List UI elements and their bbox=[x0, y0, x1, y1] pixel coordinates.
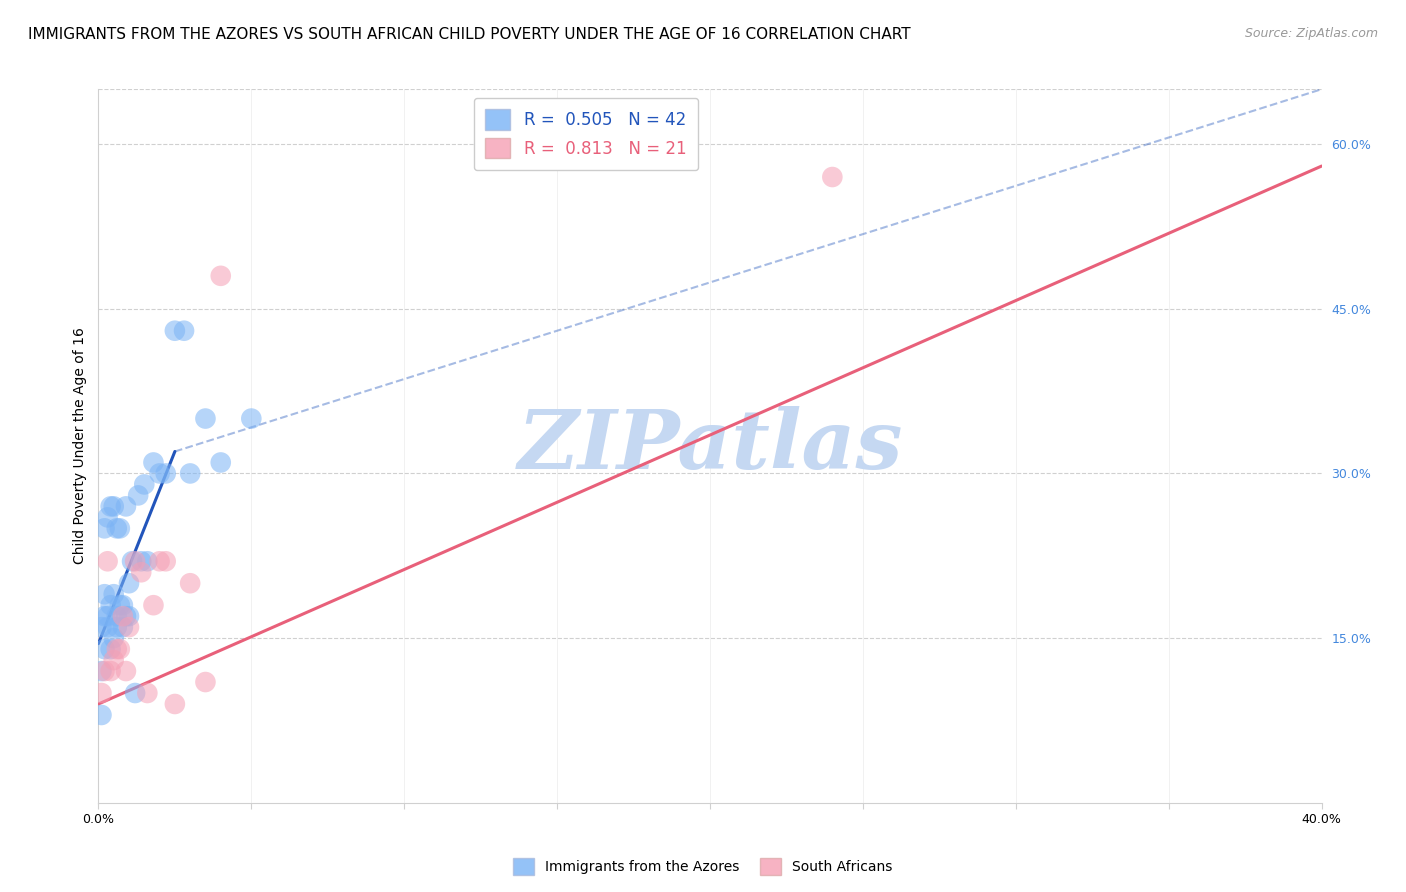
Point bbox=[103, 500, 125, 514]
Point bbox=[105, 642, 128, 657]
Point bbox=[90, 708, 112, 723]
Point bbox=[821, 169, 844, 184]
Point bbox=[93, 642, 115, 657]
Point bbox=[115, 609, 138, 624]
Point bbox=[129, 554, 152, 568]
Point bbox=[111, 598, 134, 612]
Point bbox=[105, 609, 128, 624]
Point bbox=[124, 554, 146, 568]
Point bbox=[194, 411, 217, 425]
Point bbox=[179, 467, 201, 481]
Text: Source: ZipAtlas.com: Source: ZipAtlas.com bbox=[1244, 27, 1378, 40]
Point bbox=[93, 609, 115, 624]
Point bbox=[179, 576, 201, 591]
Point bbox=[93, 521, 115, 535]
Legend: Immigrants from the Azores, South Africans: Immigrants from the Azores, South Africa… bbox=[508, 853, 898, 880]
Point bbox=[108, 598, 131, 612]
Point bbox=[149, 554, 172, 568]
Point bbox=[115, 500, 138, 514]
Text: IMMIGRANTS FROM THE AZORES VS SOUTH AFRICAN CHILD POVERTY UNDER THE AGE OF 16 CO: IMMIGRANTS FROM THE AZORES VS SOUTH AFRI… bbox=[28, 27, 911, 42]
Point bbox=[118, 609, 141, 624]
Point bbox=[93, 664, 115, 678]
Text: ZIPatlas: ZIPatlas bbox=[517, 406, 903, 486]
Point bbox=[173, 324, 195, 338]
Point bbox=[108, 642, 131, 657]
Point bbox=[136, 554, 159, 568]
Point bbox=[163, 324, 186, 338]
Point bbox=[103, 653, 125, 667]
Y-axis label: Child Poverty Under the Age of 16: Child Poverty Under the Age of 16 bbox=[73, 327, 87, 565]
Point bbox=[97, 609, 120, 624]
Point bbox=[100, 598, 122, 612]
Point bbox=[103, 587, 125, 601]
Point bbox=[111, 609, 134, 624]
Point bbox=[194, 675, 217, 690]
Point bbox=[90, 664, 112, 678]
Point bbox=[209, 268, 232, 283]
Point bbox=[93, 587, 115, 601]
Point bbox=[90, 620, 112, 634]
Point bbox=[118, 576, 141, 591]
Point bbox=[100, 500, 122, 514]
Point bbox=[121, 554, 143, 568]
Point bbox=[103, 631, 125, 645]
Point bbox=[97, 510, 120, 524]
Point bbox=[129, 566, 152, 580]
Point bbox=[163, 697, 186, 711]
Point bbox=[105, 521, 128, 535]
Point bbox=[142, 598, 165, 612]
Legend: R =  0.505   N = 42, R =  0.813   N = 21: R = 0.505 N = 42, R = 0.813 N = 21 bbox=[474, 97, 697, 169]
Point bbox=[100, 642, 122, 657]
Point bbox=[155, 554, 177, 568]
Point bbox=[111, 620, 134, 634]
Point bbox=[155, 467, 177, 481]
Point bbox=[136, 686, 159, 700]
Point bbox=[127, 488, 149, 502]
Point bbox=[100, 664, 122, 678]
Point bbox=[134, 477, 156, 491]
Point bbox=[124, 686, 146, 700]
Point bbox=[142, 455, 165, 469]
Point bbox=[115, 664, 138, 678]
Point bbox=[118, 620, 141, 634]
Point bbox=[149, 467, 172, 481]
Point bbox=[108, 521, 131, 535]
Point bbox=[97, 554, 120, 568]
Point bbox=[97, 620, 120, 634]
Point bbox=[240, 411, 263, 425]
Point bbox=[105, 620, 128, 634]
Point bbox=[209, 455, 232, 469]
Point bbox=[90, 686, 112, 700]
